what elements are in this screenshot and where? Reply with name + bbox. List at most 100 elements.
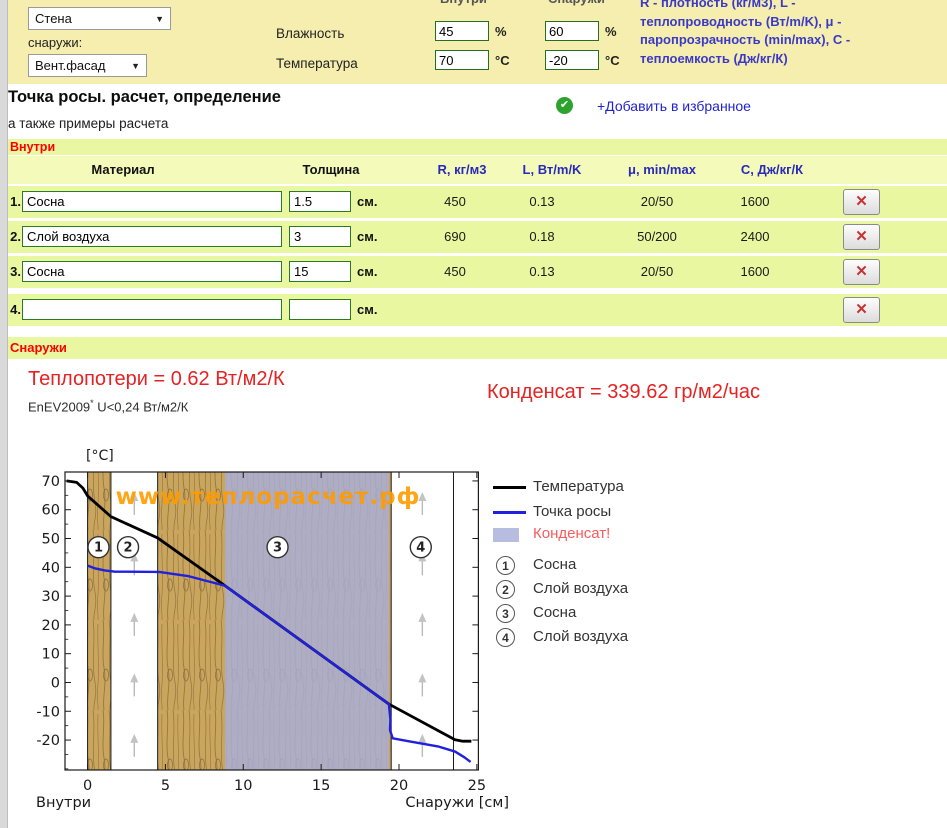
wall-type-value: Стена bbox=[35, 11, 72, 26]
layer-3-badge: 3 bbox=[496, 604, 515, 623]
conductivity-value: 0.13 bbox=[529, 264, 555, 279]
condensate-result: Конденсат = 339.62 гр/м2/час bbox=[487, 381, 760, 403]
svg-text:2: 2 bbox=[124, 541, 133, 556]
percent-label: % bbox=[495, 24, 507, 39]
cm-label: см. bbox=[357, 302, 378, 317]
page-subtitle: а также примеры расчета bbox=[8, 116, 169, 131]
material-input[interactable] bbox=[22, 261, 282, 282]
condensate-box-swatch bbox=[493, 528, 519, 542]
dew-point-chart: www.теплорасчет.рф 1 2 3 4 -20 -10 0 10 20 30 40 50 6… bbox=[20, 440, 540, 828]
row-number: 2. bbox=[10, 229, 21, 244]
col-material-header: Материал bbox=[91, 162, 155, 177]
cm-label: см. bbox=[357, 229, 378, 244]
svg-text:20: 20 bbox=[42, 618, 60, 634]
svg-text:20: 20 bbox=[390, 778, 408, 794]
page-left-gutter bbox=[0, 0, 8, 828]
humidity-label: Влажность bbox=[276, 26, 345, 41]
permeability-value: 50/200 bbox=[637, 229, 677, 244]
svg-text:70: 70 bbox=[42, 474, 60, 490]
svg-text:10: 10 bbox=[234, 778, 252, 794]
permeability-value: 20/50 bbox=[640, 264, 674, 279]
svg-text:25: 25 bbox=[468, 778, 486, 794]
row-number: 1. bbox=[10, 194, 21, 209]
delete-icon: ✕ bbox=[855, 263, 868, 280]
delete-row-button[interactable]: ✕ bbox=[843, 297, 880, 323]
delete-icon: ✕ bbox=[855, 228, 868, 245]
table-row: 4. см. ✕ bbox=[8, 294, 947, 326]
table-header: Материал Толщина R, кг/м3 L, Вт/m/K μ, m… bbox=[8, 156, 947, 184]
cm-label: см. bbox=[357, 264, 378, 279]
heatloss-result: Теплопотери = 0.62 Вт/м2/К bbox=[28, 368, 285, 390]
outside-section-band: Снаружи bbox=[8, 337, 947, 359]
svg-text:30: 30 bbox=[42, 589, 60, 605]
chevron-down-icon: ▼ bbox=[155, 13, 164, 24]
column-outside-label: Снаружи bbox=[548, 0, 605, 6]
layer-4-badge: 4 bbox=[496, 628, 515, 647]
layer-1-badge: 1 bbox=[496, 556, 515, 575]
inside-section-band: Внутри bbox=[8, 139, 947, 155]
material-input[interactable] bbox=[22, 226, 282, 247]
thickness-input[interactable] bbox=[289, 226, 351, 247]
temperature-label: Температура bbox=[276, 56, 358, 71]
temperature-line-swatch bbox=[493, 486, 526, 489]
table-row: 2. см. 690 0.18 50/200 2400 ✕ bbox=[8, 221, 947, 253]
temperature-outside-input[interactable] bbox=[545, 50, 599, 70]
density-value: 690 bbox=[444, 229, 466, 244]
humidity-outside-input[interactable] bbox=[545, 21, 599, 41]
page-title: Точка росы. расчет, определение bbox=[8, 88, 281, 106]
capacity-value: 2400 bbox=[740, 229, 770, 244]
col-conductivity-header: L, Вт/m/K bbox=[522, 162, 582, 177]
norm-asterisk: * bbox=[90, 398, 94, 408]
delete-icon: ✕ bbox=[855, 193, 868, 210]
col-thickness-header: Толщина bbox=[302, 162, 360, 177]
svg-text:Снаружи [см]: Снаружи [см] bbox=[405, 795, 509, 811]
svg-text:0: 0 bbox=[83, 778, 92, 794]
capacity-value: 1600 bbox=[740, 194, 770, 209]
chevron-down-icon: ▼ bbox=[131, 60, 140, 71]
temperature-inside-input[interactable] bbox=[435, 50, 489, 70]
delete-row-button[interactable]: ✕ bbox=[843, 259, 880, 285]
table-row: 1. см. 450 0.13 20/50 1600 ✕ bbox=[8, 186, 947, 218]
add-to-favorites-link[interactable]: +Добавить в избранное bbox=[597, 98, 751, 114]
thickness-input[interactable] bbox=[289, 299, 351, 320]
svg-text:4: 4 bbox=[416, 541, 425, 556]
chart-legend: Температура Точка росы Конденсат! 1 Сосн… bbox=[488, 470, 738, 700]
svg-text:3: 3 bbox=[273, 541, 282, 556]
svg-text:50: 50 bbox=[42, 532, 60, 548]
svg-text:5: 5 bbox=[161, 778, 170, 794]
svg-text:[°C]: [°C] bbox=[86, 448, 114, 464]
facade-select[interactable]: Вент.фасад ▼ bbox=[28, 54, 147, 77]
col-permeability-header: μ, min/max bbox=[628, 162, 696, 177]
humidity-inside-input[interactable] bbox=[435, 21, 489, 41]
cm-label: см. bbox=[357, 194, 378, 209]
percent-label: % bbox=[605, 24, 617, 39]
delete-row-button[interactable]: ✕ bbox=[843, 189, 880, 215]
outside-label: снаружи: bbox=[28, 35, 83, 50]
facade-value: Вент.фасад bbox=[35, 58, 106, 73]
permeability-value: 20/50 bbox=[640, 194, 674, 209]
outside-band-label: Снаружи bbox=[10, 340, 67, 355]
thickness-input[interactable] bbox=[289, 191, 351, 212]
delete-icon: ✕ bbox=[855, 301, 868, 318]
col-density-header: R, кг/м3 bbox=[437, 162, 487, 177]
dew-point-plot: www.теплорасчет.рф1 2 3 4-20-10010203040506… bbox=[36, 448, 509, 811]
delete-row-button[interactable]: ✕ bbox=[843, 224, 880, 250]
thickness-input[interactable] bbox=[289, 261, 351, 282]
dewpoint-line-swatch bbox=[493, 511, 526, 514]
capacity-value: 1600 bbox=[740, 264, 770, 279]
inside-band-label: Внутри bbox=[10, 140, 56, 154]
row-number: 4. bbox=[10, 302, 21, 317]
material-input[interactable] bbox=[22, 191, 282, 212]
wall-type-select[interactable]: Стена ▼ bbox=[28, 7, 171, 30]
degree-label: °C bbox=[495, 53, 510, 68]
svg-text:-10: -10 bbox=[36, 704, 60, 720]
conductivity-value: 0.18 bbox=[529, 229, 555, 244]
check-icon: ✔ bbox=[556, 97, 573, 114]
table-row: 3. см. 450 0.13 20/50 1600 ✕ bbox=[8, 256, 947, 288]
layer-2-badge: 2 bbox=[496, 580, 515, 599]
material-input[interactable] bbox=[22, 299, 282, 320]
parameters-legend-text: R - плотность (кг/м3), L - теплопроводно… bbox=[640, 0, 851, 66]
svg-text:60: 60 bbox=[42, 503, 60, 519]
svg-text:15: 15 bbox=[312, 778, 330, 794]
row-number: 3. bbox=[10, 264, 21, 279]
